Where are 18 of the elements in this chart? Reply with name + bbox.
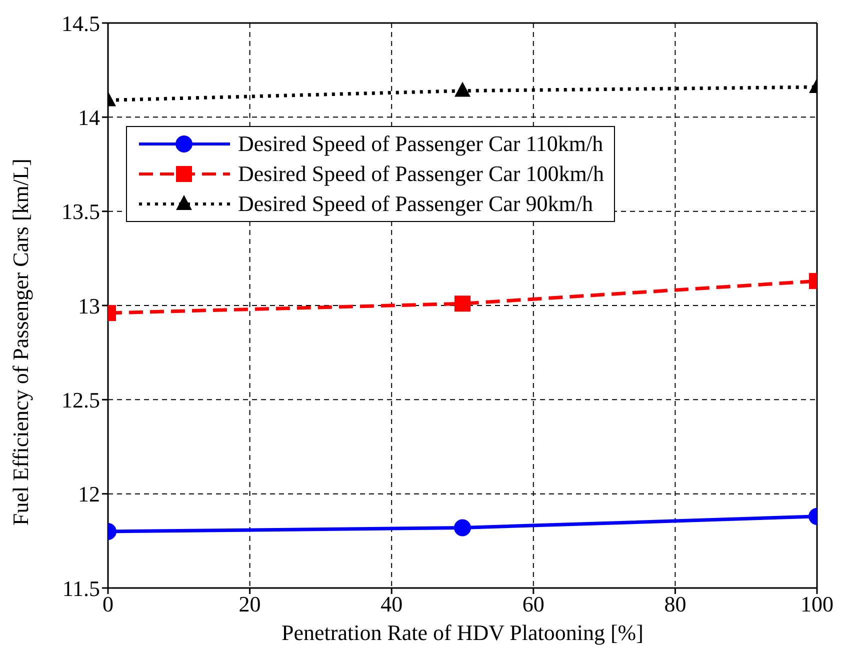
y-tick-label: 12: [78, 482, 100, 507]
x-tick-label: 40: [380, 592, 403, 617]
y-tick-label: 14.5: [62, 10, 100, 36]
y-axis-title: Fuel Efficiency of Passenger Cars [km/L]: [8, 158, 33, 526]
legend-label: Desired Speed of Passenger Car 90km/h: [238, 190, 593, 218]
x-axis-title: Penetration Rate of HDV Platooning [%]: [282, 620, 644, 645]
x-tick-label: 100: [800, 592, 834, 617]
x-tick-label: 20: [238, 592, 261, 617]
x-tick-label: 80: [664, 592, 686, 617]
legend-label: Desired Speed of Passenger Car 100km/h: [238, 160, 604, 188]
y-tick-label: 12.5: [62, 387, 100, 412]
x-tick-label: 0: [102, 592, 114, 617]
y-tick-label: 13: [78, 293, 100, 318]
y-tick-label: 11.5: [62, 576, 100, 601]
x-tick-label: 60: [522, 592, 544, 617]
y-tick-label: 13.5: [62, 199, 100, 224]
legend-label: Desired Speed of Passenger Car 110km/h: [238, 130, 604, 158]
y-tick-label: 14: [78, 104, 100, 130]
